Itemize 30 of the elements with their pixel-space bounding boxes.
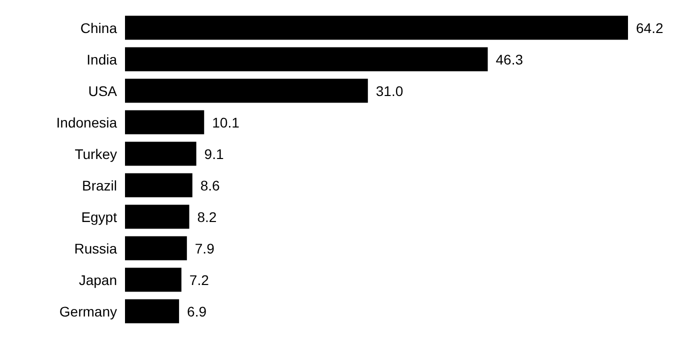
data-label: 46.3 xyxy=(496,51,524,68)
data-label: 64.2 xyxy=(636,20,664,36)
data-label: 6.9 xyxy=(187,303,207,320)
data-label: 10.1 xyxy=(212,114,240,130)
y-tick-label: Brazil xyxy=(82,177,117,194)
y-tick-label: Turkey xyxy=(74,146,117,162)
data-label: 7.9 xyxy=(194,240,215,256)
bar xyxy=(125,16,628,40)
bar xyxy=(125,236,187,260)
bar xyxy=(125,110,204,134)
bar xyxy=(125,173,192,198)
bar xyxy=(125,78,368,103)
bar xyxy=(125,142,196,166)
bar xyxy=(125,47,488,72)
y-tick-label: India xyxy=(86,51,118,68)
data-label: 8.2 xyxy=(197,208,217,225)
y-tick-label: Russia xyxy=(74,240,118,256)
y-tick-label: Germany xyxy=(59,303,117,320)
bar xyxy=(125,268,182,292)
data-label: 9.1 xyxy=(204,146,224,162)
data-label: 31.0 xyxy=(376,82,404,99)
data-label: 8.6 xyxy=(200,177,220,194)
y-tick-label: Egypt xyxy=(81,208,118,225)
y-tick-label: Japan xyxy=(78,272,117,288)
bar xyxy=(125,204,190,229)
y-tick-label: Indonesia xyxy=(56,114,118,130)
data-label: 7.2 xyxy=(189,272,210,288)
y-tick-label: USA xyxy=(88,82,118,99)
bar xyxy=(125,299,180,324)
y-tick-label: China xyxy=(80,20,118,36)
